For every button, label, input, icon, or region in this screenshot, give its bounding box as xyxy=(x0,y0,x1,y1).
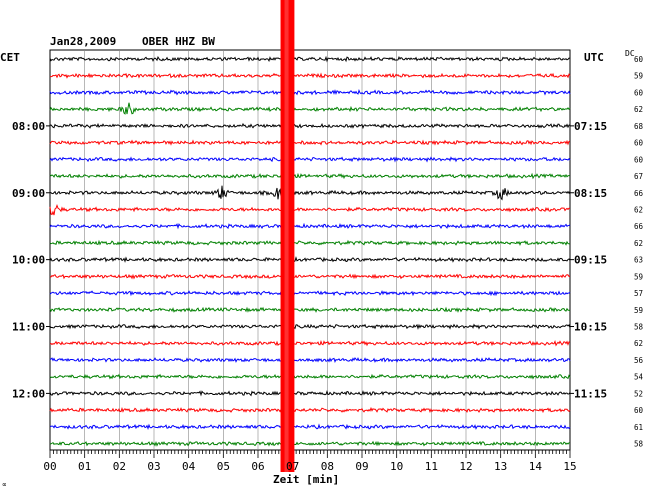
seismic-trace-row xyxy=(49,423,571,431)
date-label: Jan28,2009 xyxy=(50,35,116,48)
seismic-trace-row xyxy=(49,306,571,313)
dc-value: 58 xyxy=(634,323,644,332)
left-hour-label: 11:00 xyxy=(12,321,45,334)
dc-value: 58 xyxy=(634,440,644,449)
x-tick-label: 01 xyxy=(78,460,91,473)
corner-mark: ∝ xyxy=(2,480,7,489)
x-tick-label: 12 xyxy=(459,460,472,473)
x-tick-label: 13 xyxy=(494,460,507,473)
dc-value: 60 xyxy=(634,139,644,148)
seismic-trace-row xyxy=(49,55,570,63)
seismic-trace-row xyxy=(49,289,571,297)
dc-value: 57 xyxy=(634,289,643,298)
dc-value: 59 xyxy=(634,306,643,315)
left-hour-label: 08:00 xyxy=(12,120,45,133)
x-tick-label: 04 xyxy=(182,460,196,473)
plot-frame xyxy=(46,49,574,458)
dc-value: 60 xyxy=(634,155,644,164)
seismic-trace-row xyxy=(49,440,571,447)
x-tick-label: 02 xyxy=(113,460,126,473)
right-hour-label: 11:15 xyxy=(574,387,607,400)
right-timezone-label: UTC xyxy=(584,51,604,64)
dc-value: 68 xyxy=(634,122,644,131)
right-hour-label: 09:15 xyxy=(574,254,607,267)
seismic-trace-row xyxy=(49,373,571,380)
plot-labels: Jan28,2009 OBER HHZ BW CET UTC DC Zeit [… xyxy=(0,35,644,489)
dc-value: 56 xyxy=(634,356,644,365)
seismic-trace-row xyxy=(49,89,571,96)
x-tick-label: 03 xyxy=(147,460,160,473)
seismic-trace-row xyxy=(49,122,571,130)
seismic-trace-row xyxy=(49,256,571,263)
dc-value: 62 xyxy=(634,105,643,114)
dc-value: 67 xyxy=(634,172,643,181)
red-spike-band xyxy=(280,0,295,472)
station-label: OBER HHZ BW xyxy=(142,35,215,48)
seismic-trace-row xyxy=(49,357,571,364)
seismic-trace-row xyxy=(49,323,571,330)
dc-value: 60 xyxy=(634,406,644,415)
seismic-trace-row xyxy=(49,389,571,397)
seismic-trace-row xyxy=(49,172,571,180)
x-tick-label: 10 xyxy=(390,460,403,473)
x-tick-label: 07 xyxy=(286,460,299,473)
x-tick-label: 15 xyxy=(563,460,576,473)
x-axis-label: Zeit [min] xyxy=(273,473,339,486)
seismic-trace-row xyxy=(49,340,571,347)
seismic-trace-row xyxy=(49,222,571,230)
left-hour-label: 12:00 xyxy=(12,387,45,400)
dc-value: 52 xyxy=(634,389,643,398)
seismic-trace-row xyxy=(49,139,571,146)
dc-value: 62 xyxy=(634,339,643,348)
x-tick-label: 00 xyxy=(43,460,56,473)
seismic-trace-row xyxy=(49,185,571,201)
seismic-trace-row xyxy=(49,72,571,79)
left-hour-label: 09:00 xyxy=(12,187,45,200)
x-tick-label: 05 xyxy=(217,460,230,473)
dc-value: 61 xyxy=(634,423,643,432)
dc-value: 63 xyxy=(634,256,643,265)
seismic-trace-row xyxy=(49,102,571,115)
x-tick-label: 11 xyxy=(425,460,438,473)
dc-value: 66 xyxy=(634,189,644,198)
seismic-trace-row xyxy=(49,239,571,246)
left-timezone-label: CET xyxy=(0,51,20,64)
right-hour-label: 10:15 xyxy=(574,321,607,334)
x-tick-label: 09 xyxy=(355,460,368,473)
seismic-trace-row xyxy=(49,204,570,216)
dc-value: 59 xyxy=(634,72,643,81)
x-tick-label: 06 xyxy=(251,460,264,473)
dc-value: 62 xyxy=(634,239,643,248)
left-hour-label: 10:00 xyxy=(12,254,45,267)
spike-band-core xyxy=(284,0,289,472)
dc-value: 54 xyxy=(634,373,644,382)
dc-label: DC xyxy=(625,49,635,58)
dc-value: 62 xyxy=(634,205,643,214)
dc-value: 60 xyxy=(634,88,644,97)
seismic-trace-row xyxy=(49,156,571,163)
seismic-trace-row xyxy=(49,273,571,280)
x-tick-label: 08 xyxy=(321,460,334,473)
seismic-traces xyxy=(49,55,571,447)
dc-value: 60 xyxy=(634,55,644,64)
dc-value: 59 xyxy=(634,272,643,281)
right-hour-label: 07:15 xyxy=(574,120,607,133)
x-tick-label: 14 xyxy=(529,460,543,473)
right-hour-label: 08:15 xyxy=(574,187,607,200)
dc-value: 66 xyxy=(634,222,644,231)
seismic-trace-row xyxy=(49,406,571,414)
